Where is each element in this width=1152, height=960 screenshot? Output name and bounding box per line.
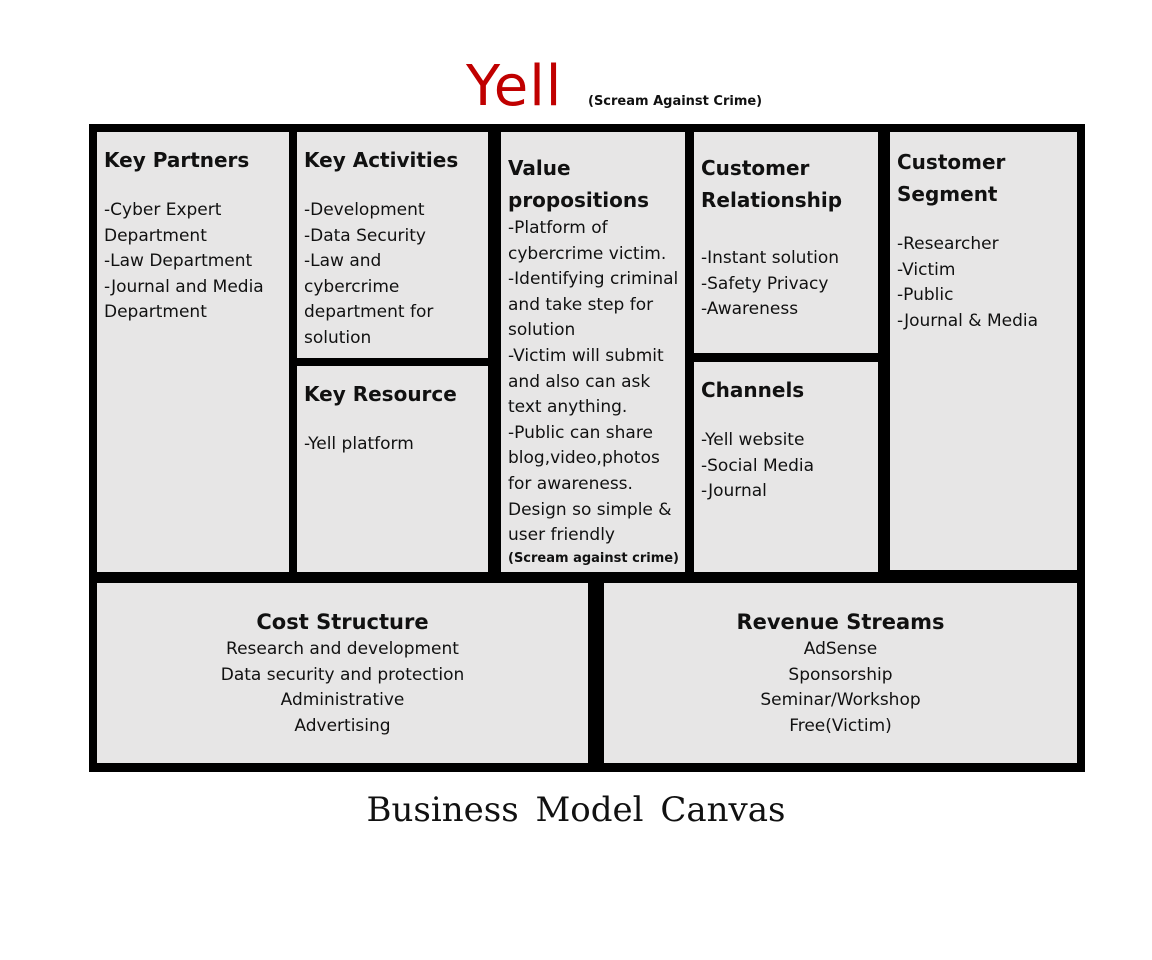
key-partners-box: Key Partners -Cyber Expert Department -L… [97, 132, 289, 572]
customer-segment-box: Customer Segment -Researcher -Victim -Pu… [890, 132, 1077, 570]
list-item: -Data Security [304, 225, 426, 246]
list-item: -Journal [701, 481, 767, 502]
key-activities-list: -Development -Data Security -Law and cyb… [304, 198, 482, 352]
list-item: -Yell platform [304, 434, 414, 454]
title-row: Yell (Scream Against Crime) [0, 52, 1152, 122]
customer-segment-title: Customer Segment [897, 150, 1006, 206]
list-item: -Development [304, 200, 425, 220]
key-partners-title: Key Partners [104, 148, 250, 172]
list-item: -Instant solution [701, 248, 840, 268]
key-resource-list: -Yell platform [304, 432, 482, 458]
brand-tagline: (Scream Against Crime) [588, 94, 763, 109]
key-resource-title: Key Resource [304, 382, 457, 406]
cost-structure-box: Cost Structure Research and development … [97, 583, 588, 763]
list-item: Administrative [280, 690, 405, 711]
list-item: -Journal and Media Department [104, 276, 264, 323]
list-item: -Platform of cybercrime victim. [508, 218, 667, 264]
list-item: Free(Victim) [789, 715, 892, 736]
customer-relationship-box: Customer Relationship -Instant solution … [694, 132, 878, 353]
list-item: AdSense [803, 639, 878, 659]
list-item: -Safety Privacy [701, 273, 829, 294]
brand-title: Yell [466, 54, 563, 119]
revenue-streams-list: AdSense Sponsorship Seminar/Workshop Fre… [610, 637, 1071, 739]
list-item: Data security and protection [220, 664, 465, 685]
channels-title: Channels [701, 378, 805, 402]
list-item: Design so simple & user friendly [508, 499, 672, 546]
customer-relationship-list: -Instant solution -Safety Privacy -Aware… [701, 246, 872, 323]
list-item: -Victim will submit and also can ask tex… [508, 345, 664, 418]
value-propositions-note: (Scream against crime) [508, 550, 679, 566]
list-item: Sponsorship [788, 664, 893, 685]
value-propositions-title: Value propositions [508, 156, 650, 212]
customer-relationship-title: Customer Relationship [701, 156, 843, 212]
key-resource-box: Key Resource -Yell platform [297, 366, 488, 572]
list-item: -Researcher [897, 234, 999, 254]
list-item: -Public can share blog,video,photos for … [508, 422, 660, 494]
channels-list: -Yell website -Social Media -Journal [701, 428, 872, 505]
customer-segment-list: -Researcher -Victim -Public -Journal & M… [897, 232, 1071, 334]
list-item: -Victim [897, 259, 956, 280]
list-item: -Cyber Expert Department [104, 200, 222, 246]
revenue-streams-box: Revenue Streams AdSense Sponsorship Semi… [604, 583, 1077, 763]
key-partners-list: -Cyber Expert Department -Law Department… [104, 198, 283, 326]
list-item: -Social Media [701, 455, 814, 476]
list-item: -Law and cybercrime department for solut… [304, 251, 434, 348]
key-activities-box: Key Activities -Development -Data Securi… [297, 132, 488, 358]
list-item: -Law Department [104, 251, 253, 272]
cost-structure-title: Cost Structure [256, 610, 429, 634]
value-propositions-list: -Platform of cybercrime victim. -Identif… [508, 216, 679, 569]
list-item: -Identifying criminal and take step for … [508, 269, 679, 341]
list-item: -Yell website [701, 430, 805, 450]
list-item: Seminar/Workshop [760, 690, 921, 711]
list-item: Research and development [226, 639, 459, 659]
list-item: Advertising [294, 715, 391, 736]
key-activities-title: Key Activities [304, 148, 459, 172]
business-model-canvas: Key Partners -Cyber Expert Department -L… [89, 124, 1085, 772]
canvas-caption: Business Model Canvas [366, 790, 786, 830]
list-item: -Journal & Media [897, 310, 1038, 331]
list-item: -Awareness [701, 299, 799, 320]
value-propositions-box: Value propositions -Platform of cybercri… [501, 132, 685, 572]
list-item: -Public [897, 285, 954, 306]
channels-box: Channels -Yell website -Social Media -Jo… [694, 362, 878, 572]
revenue-streams-title: Revenue Streams [736, 610, 945, 634]
cost-structure-list: Research and development Data security a… [103, 637, 582, 739]
